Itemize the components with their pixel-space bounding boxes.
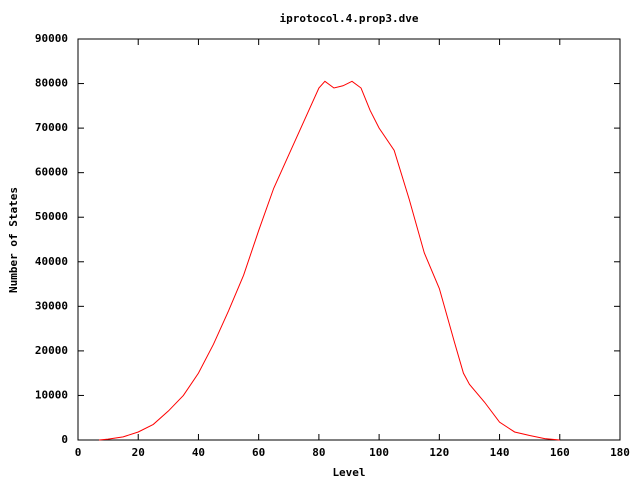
x-tick-label: 60	[252, 446, 265, 459]
y-tick-label: 10000	[35, 388, 68, 401]
y-tick-label: 90000	[35, 32, 68, 45]
y-tick-label: 40000	[35, 255, 68, 268]
y-tick-label: 50000	[35, 210, 68, 223]
y-tick-label: 80000	[35, 77, 68, 90]
x-axis-label: Level	[332, 466, 365, 479]
x-tick-label: 120	[429, 446, 449, 459]
x-tick-label: 20	[132, 446, 145, 459]
x-tick-label: 140	[490, 446, 510, 459]
y-tick-label: 0	[61, 433, 68, 446]
plot-border	[77, 38, 621, 441]
y-tick-label: 20000	[35, 344, 68, 357]
x-tick-label: 180	[610, 446, 630, 459]
x-tick-label: 0	[75, 446, 82, 459]
x-tick-label: 160	[550, 446, 570, 459]
data-line	[99, 80, 560, 441]
x-tick-label: 80	[312, 446, 325, 459]
y-axis-label: Number of States	[7, 187, 20, 293]
y-tick-label: 70000	[35, 121, 68, 134]
y-tick-label: 60000	[35, 166, 68, 179]
y-tick-label: 30000	[35, 299, 68, 312]
x-tick-label: 100	[369, 446, 389, 459]
chart-title: iprotocol.4.prop3.dve	[279, 12, 418, 25]
x-tick-label: 40	[192, 446, 205, 459]
